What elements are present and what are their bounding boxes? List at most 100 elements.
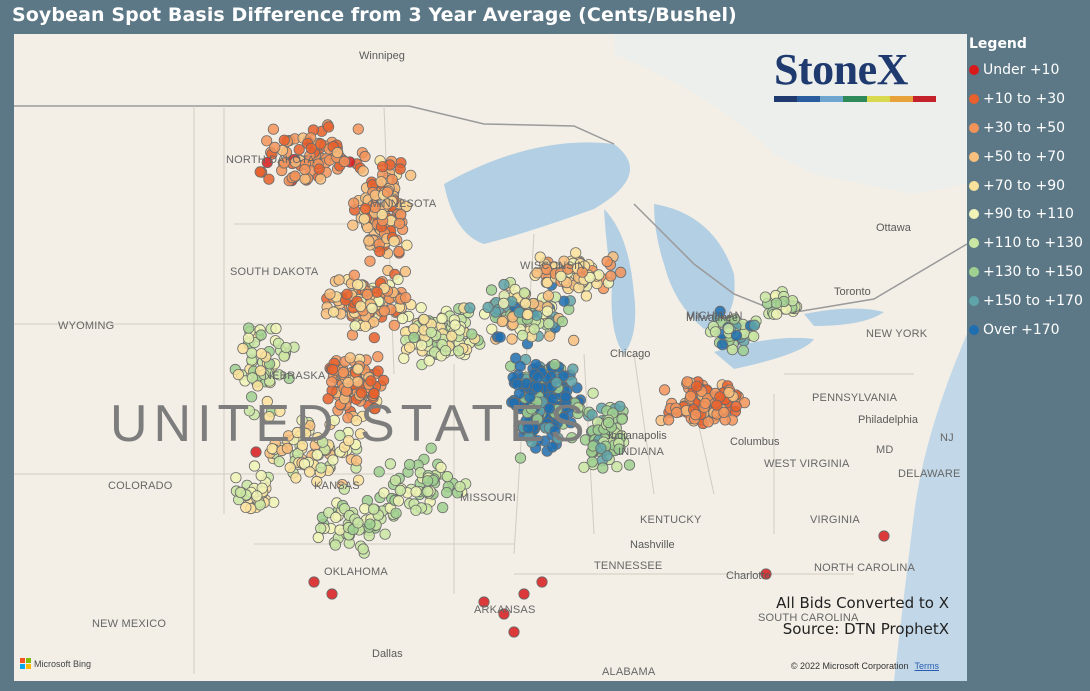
legend-item[interactable]: Over +170: [969, 315, 1087, 344]
basis-bid-dot[interactable]: [377, 374, 390, 386]
basis-bid-dot[interactable]: [408, 331, 420, 344]
basis-bid-dot[interactable]: [376, 161, 389, 173]
basis-bid-dot[interactable]: [615, 266, 627, 278]
legend-item[interactable]: +130 to +150: [969, 258, 1087, 287]
basis-bid-dot[interactable]: [337, 366, 349, 378]
basis-bid-dot[interactable]: [514, 452, 527, 464]
basis-bid-dot[interactable]: [352, 376, 364, 388]
basis-bid-dot[interactable]: [552, 432, 564, 444]
basis-bid-dot[interactable]: [425, 442, 437, 454]
basis-bid-dot[interactable]: [314, 173, 327, 185]
basis-bid-dot[interactable]: [329, 539, 341, 551]
basis-bid-dot[interactable]: [255, 365, 267, 377]
basis-bid-dot[interactable]: [595, 442, 607, 454]
basis-bid-dot[interactable]: [251, 490, 263, 502]
basis-bid-dot[interactable]: [366, 302, 378, 314]
basis-bid-dot[interactable]: [359, 320, 371, 332]
basis-bid-dot[interactable]: [711, 399, 723, 411]
basis-bid-dot[interactable]: [410, 504, 422, 516]
basis-bid-dot[interactable]: [513, 387, 525, 400]
basis-bid-dot[interactable]: [234, 486, 246, 498]
basis-bid-dot[interactable]: [374, 245, 386, 258]
basis-bid-dot[interactable]: [418, 313, 430, 325]
basis-bid-dot[interactable]: [388, 235, 400, 247]
basis-bid-dot[interactable]: [730, 329, 743, 342]
basis-bid-dot[interactable]: [536, 576, 548, 588]
basis-bid-dot[interactable]: [878, 530, 890, 542]
basis-bid-dot[interactable]: [396, 312, 409, 325]
basis-bid-dot[interactable]: [508, 397, 520, 409]
basis-bid-dot[interactable]: [255, 469, 267, 482]
basis-bid-dot[interactable]: [436, 312, 448, 325]
basis-bid-dot[interactable]: [330, 511, 342, 523]
basis-bid-dot[interactable]: [290, 472, 302, 484]
basis-bid-dot[interactable]: [261, 135, 273, 147]
basis-bid-dot[interactable]: [324, 288, 336, 300]
basis-bid-dot[interactable]: [616, 413, 628, 425]
basis-bid-dot[interactable]: [572, 402, 584, 414]
basis-bid-dot[interactable]: [349, 320, 361, 332]
basis-bid-dot[interactable]: [521, 308, 534, 321]
basis-bid-dot[interactable]: [437, 501, 449, 514]
basis-bid-dot[interactable]: [384, 458, 396, 470]
basis-bid-dot[interactable]: [578, 461, 590, 473]
basis-bid-dot[interactable]: [304, 466, 316, 478]
basis-bid-dot[interactable]: [352, 363, 364, 375]
basis-bid-dot[interactable]: [542, 290, 555, 302]
basis-bid-dot[interactable]: [230, 472, 242, 484]
basis-bid-dot[interactable]: [557, 370, 570, 382]
basis-bid-dot[interactable]: [405, 169, 417, 181]
basis-bid-dot[interactable]: [531, 381, 543, 393]
basis-bid-dot[interactable]: [298, 458, 311, 470]
basis-bid-dot[interactable]: [299, 163, 311, 176]
basis-bid-dot[interactable]: [240, 501, 252, 513]
basis-bid-dot[interactable]: [486, 323, 498, 335]
basis-bid-dot[interactable]: [261, 156, 273, 169]
basis-bid-dot[interactable]: [350, 414, 362, 427]
basis-bid-dot[interactable]: [376, 208, 388, 221]
basis-bid-dot[interactable]: [322, 121, 335, 133]
basis-bid-dot[interactable]: [334, 429, 346, 441]
basis-bid-dot[interactable]: [516, 329, 529, 341]
basis-bid-dot[interactable]: [425, 326, 437, 338]
basis-bid-dot[interactable]: [531, 309, 543, 321]
basis-bid-dot[interactable]: [246, 372, 258, 384]
basis-bid-dot[interactable]: [401, 239, 413, 251]
legend-item[interactable]: +30 to +50: [969, 114, 1087, 143]
basis-bid-dot[interactable]: [254, 166, 266, 178]
basis-bid-dot[interactable]: [613, 443, 625, 455]
basis-bid-dot[interactable]: [331, 147, 343, 159]
basis-bid-dot[interactable]: [389, 474, 402, 486]
basis-bid-dot[interactable]: [344, 352, 356, 364]
basis-bid-dot[interactable]: [452, 345, 465, 357]
basis-bid-dot[interactable]: [381, 186, 393, 198]
basis-bid-dot[interactable]: [485, 284, 498, 296]
basis-bid-dot[interactable]: [550, 376, 563, 389]
basis-bid-dot[interactable]: [359, 150, 371, 163]
legend-item[interactable]: +90 to +110: [969, 200, 1087, 229]
basis-bid-dot[interactable]: [263, 411, 275, 423]
basis-bid-dot[interactable]: [322, 393, 334, 405]
basis-bid-dot[interactable]: [524, 391, 536, 403]
basis-bid-dot[interactable]: [623, 459, 636, 471]
basis-bid-dot[interactable]: [315, 462, 327, 474]
basis-bid-dot[interactable]: [611, 461, 623, 473]
basis-bid-dot[interactable]: [365, 375, 377, 387]
basis-bid-dot[interactable]: [368, 332, 380, 344]
basis-bid-dot[interactable]: [684, 390, 697, 402]
basis-bid-dot[interactable]: [722, 323, 735, 335]
basis-bid-dot[interactable]: [587, 387, 599, 399]
basis-bid-dot[interactable]: [435, 461, 447, 473]
basis-bid-dot[interactable]: [614, 400, 626, 412]
basis-bid-dot[interactable]: [357, 543, 369, 555]
basis-bid-dot[interactable]: [375, 176, 387, 188]
basis-bid-dot[interactable]: [454, 481, 466, 493]
basis-bid-dot[interactable]: [400, 200, 412, 212]
basis-bid-dot[interactable]: [378, 487, 390, 499]
basis-bid-dot[interactable]: [352, 279, 364, 291]
basis-bid-dot[interactable]: [422, 485, 434, 498]
basis-bid-dot[interactable]: [392, 273, 404, 285]
terms-link[interactable]: Terms: [914, 661, 940, 671]
basis-bid-dot[interactable]: [364, 255, 376, 267]
map-canvas[interactable]: UNITED STATES Winnipeg Ottawa Toronto Ch…: [14, 34, 967, 681]
